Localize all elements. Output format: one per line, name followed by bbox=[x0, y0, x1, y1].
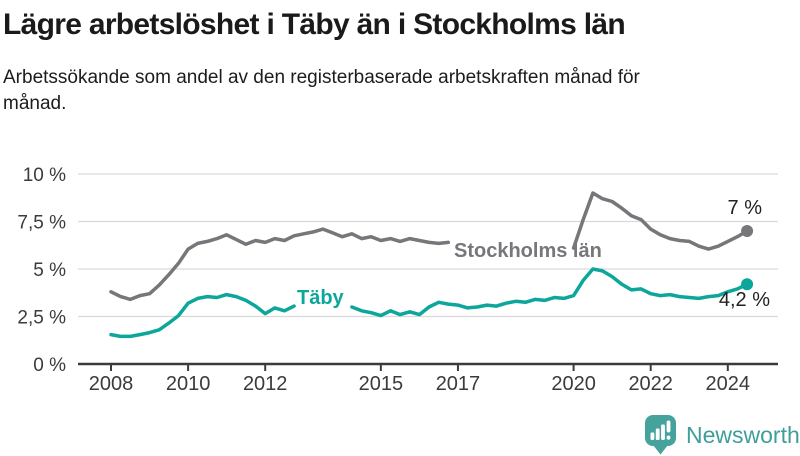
svg-text:2024: 2024 bbox=[706, 373, 751, 395]
svg-text:2008: 2008 bbox=[89, 373, 134, 395]
svg-text:2015: 2015 bbox=[359, 373, 404, 395]
svg-text:7,5 %: 7,5 % bbox=[17, 213, 66, 234]
page-title: Lägre arbetslöshet i Täby än i Stockholm… bbox=[3, 8, 626, 41]
unemployment-line-chart: 0 % 2,5 % 5 % 7,5 % 10 % 2008 2010 2012 2015 2017… bbox=[17, 165, 778, 395]
svg-text:0 %: 0 % bbox=[33, 355, 66, 376]
svg-text:2010: 2010 bbox=[166, 373, 211, 395]
bar-chart-speech-bubble-icon bbox=[645, 415, 676, 455]
newsworthy-logo: Newsworthy bbox=[644, 414, 800, 455]
brand-name: Newsworthy bbox=[686, 421, 800, 448]
end-value-taby: 4,2 % bbox=[718, 289, 770, 311]
svg-text:2,5 %: 2,5 % bbox=[17, 308, 66, 329]
page-subtitle: Arbetssökande som andel av den registerb… bbox=[3, 67, 640, 114]
svg-text:10 %: 10 % bbox=[23, 165, 66, 186]
svg-text:2017: 2017 bbox=[436, 373, 481, 395]
series-label-stockholms-lan: Stockholms län bbox=[454, 240, 602, 262]
svg-text:5 %: 5 % bbox=[33, 260, 66, 281]
end-value-stockholms-lan: 7 % bbox=[727, 197, 762, 219]
svg-text:2012: 2012 bbox=[243, 373, 288, 395]
svg-text:2022: 2022 bbox=[628, 373, 673, 395]
svg-text:2020: 2020 bbox=[551, 373, 596, 395]
series-label-taby: Täby bbox=[297, 287, 344, 309]
